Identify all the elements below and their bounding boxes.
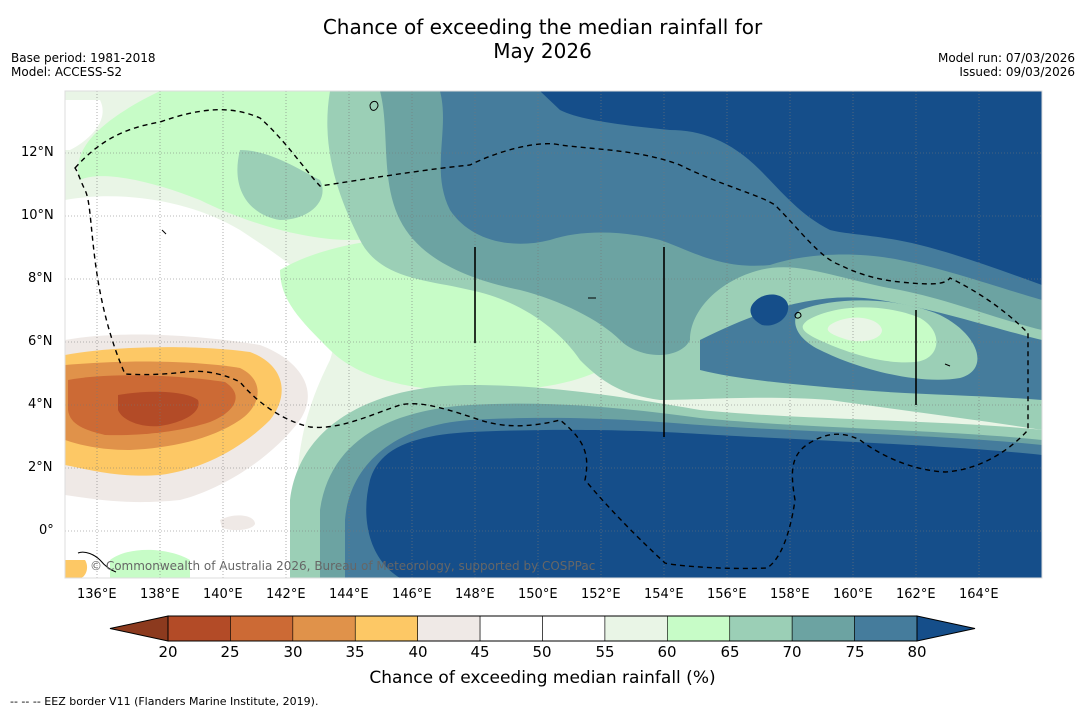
lat-label: 10°N xyxy=(21,208,54,223)
lon-label: 158°E xyxy=(770,587,810,602)
lon-label: 150°E xyxy=(518,587,558,602)
field-gt80-blob xyxy=(750,294,789,326)
lon-label: 156°E xyxy=(707,587,747,602)
lat-label: 12°N xyxy=(21,145,54,160)
eez-footnote: -- -- -- EEZ border V11 (Flanders Marine… xyxy=(10,695,319,708)
lon-label: 154°E xyxy=(644,587,684,602)
colorbar xyxy=(109,615,976,642)
colorbar-cell xyxy=(791,615,855,642)
lon-label: 148°E xyxy=(455,587,495,602)
chart-title-line2: May 2026 xyxy=(493,39,592,63)
lon-label: 136°E xyxy=(77,587,117,602)
model-text: Model: ACCESS-S2 xyxy=(11,65,123,79)
lon-label: 138°E xyxy=(140,587,180,602)
eez-border xyxy=(74,109,1029,570)
lat-label: 6°N xyxy=(28,334,53,349)
colorbar-cell xyxy=(167,615,231,642)
colorbar-cell xyxy=(230,615,294,642)
field-45-south-west xyxy=(220,515,255,531)
colorbar-tick: 60 xyxy=(657,643,677,661)
colorbar-tick: 30 xyxy=(283,643,303,661)
island-chains xyxy=(474,247,917,437)
colorbar-cell xyxy=(667,615,731,642)
field-55-east xyxy=(827,317,882,342)
colorbar-tick: 20 xyxy=(158,643,178,661)
lat-label: 8°N xyxy=(28,271,53,286)
lon-label: 164°E xyxy=(959,587,999,602)
colorbar-tick: 35 xyxy=(345,643,365,661)
colorbar-tick: 65 xyxy=(720,643,740,661)
copyright-text: © Commonwealth of Australia 2026, Bureau… xyxy=(90,559,595,573)
field-gt80-north xyxy=(540,91,1042,285)
field-50-north xyxy=(65,100,103,150)
colorbar-cells xyxy=(167,615,918,642)
lon-label: 140°E xyxy=(203,587,243,602)
colorbar-tick: 45 xyxy=(470,643,490,661)
lon-label: 142°E xyxy=(266,587,306,602)
colorbar-cell xyxy=(729,615,793,642)
field-40-corner xyxy=(65,560,88,578)
chart-title-line1: Chance of exceeding the median rainfall … xyxy=(322,15,763,39)
field-70-left xyxy=(237,150,323,220)
colorbar-cell xyxy=(854,615,918,642)
colorbar-tick: 80 xyxy=(907,643,927,661)
lon-label: 162°E xyxy=(896,587,936,602)
lon-label: 152°E xyxy=(581,587,621,602)
colorbar-tick: 75 xyxy=(845,643,865,661)
colorbar-cell xyxy=(604,615,668,642)
colorbar-tick: 50 xyxy=(532,643,552,661)
colorbar-arrow-high xyxy=(916,615,976,642)
base-period-text: Base period: 1981-2018 xyxy=(11,51,156,65)
lat-label: 2°N xyxy=(28,460,53,475)
lat-label: 4°N xyxy=(28,397,53,412)
field-25-west xyxy=(118,391,199,427)
colorbar-cell xyxy=(479,615,543,642)
colorbar-cell xyxy=(417,615,481,642)
coastlines xyxy=(77,100,951,573)
colorbar-cell xyxy=(354,615,418,642)
map-field: © Commonwealth of Australia 2026, Bureau… xyxy=(65,91,1042,578)
lon-label: 160°E xyxy=(833,587,873,602)
map-frame xyxy=(64,90,1043,579)
colorbar-cell xyxy=(292,615,356,642)
field-65-corner xyxy=(110,549,190,578)
colorbar-tick: 70 xyxy=(782,643,802,661)
colorbar-tick: 25 xyxy=(220,643,240,661)
colorbar-tick: 40 xyxy=(408,643,428,661)
issued-text: Issued: 09/03/2026 xyxy=(959,65,1075,79)
field-gt80-south xyxy=(366,429,1042,578)
colorbar-arrow-low xyxy=(109,615,169,642)
lat-label: 0° xyxy=(39,523,54,538)
lon-label: 144°E xyxy=(329,587,369,602)
lon-label: 146°E xyxy=(392,587,432,602)
colorbar-title: Chance of exceeding median rainfall (%) xyxy=(369,668,716,688)
colorbar-tick: 55 xyxy=(595,643,615,661)
colorbar-frame xyxy=(167,615,918,642)
colorbar-cell xyxy=(542,615,606,642)
model-run-text: Model run: 07/03/2026 xyxy=(937,51,1075,65)
